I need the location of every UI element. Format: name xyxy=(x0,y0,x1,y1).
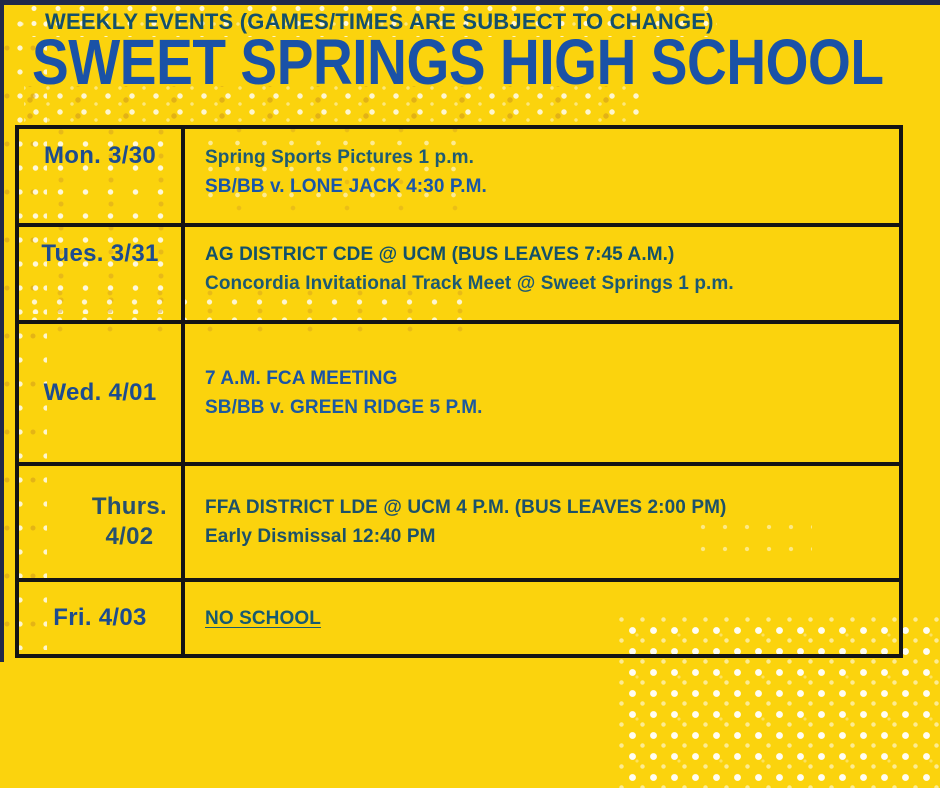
top-navy-bar xyxy=(0,0,940,5)
page-title: SWEET SPRINGS HIGH SCHOOL xyxy=(32,26,884,98)
day-cell: Tues. 3/31 xyxy=(19,227,185,320)
event-line: SB/BB v. GREEN RIDGE 5 P.M. xyxy=(205,397,483,418)
schedule-table: Mon. 3/30 Spring Sports Pictures 1 p.m. … xyxy=(15,125,903,658)
events-cell: NO SCHOOL xyxy=(185,582,899,654)
events-cell: Spring Sports Pictures 1 p.m. SB/BB v. L… xyxy=(185,129,899,223)
table-row-tuesday: Tues. 3/31 AG DISTRICT CDE @ UCM (BUS LE… xyxy=(19,227,899,324)
event-line: Early Dismissal 12:40 PM xyxy=(205,526,436,547)
table-row-friday: Fri. 4/03 NO SCHOOL xyxy=(19,582,899,654)
table-row-monday: Mon. 3/30 Spring Sports Pictures 1 p.m. … xyxy=(19,129,899,227)
events-cell: 7 A.M. FCA MEETING SB/BB v. GREEN RIDGE … xyxy=(185,324,899,462)
events-cell: AG DISTRICT CDE @ UCM (BUS LEAVES 7:45 A… xyxy=(185,227,899,320)
table-row-wednesday: Wed. 4/01 7 A.M. FCA MEETING SB/BB v. GR… xyxy=(19,324,899,466)
event-line: 7 A.M. FCA MEETING xyxy=(205,368,398,389)
event-line: FFA DISTRICT LDE @ UCM 4 P.M. (BUS LEAVE… xyxy=(205,497,727,518)
day-cell: Wed. 4/01 xyxy=(19,324,185,462)
day-cell: Mon. 3/30 xyxy=(19,129,185,223)
event-line: Concordia Invitational Track Meet @ Swee… xyxy=(205,273,734,294)
event-line: NO SCHOOL xyxy=(205,607,321,629)
event-line: Spring Sports Pictures 1 p.m. xyxy=(205,147,474,168)
left-navy-bar xyxy=(0,0,4,662)
events-cell: FFA DISTRICT LDE @ UCM 4 P.M. (BUS LEAVE… xyxy=(185,466,899,578)
event-line: AG DISTRICT CDE @ UCM (BUS LEAVES 7:45 A… xyxy=(205,244,675,265)
day-cell: Thurs. 4/02 xyxy=(19,466,185,578)
event-line: SB/BB v. LONE JACK 4:30 P.M. xyxy=(205,176,487,197)
table-row-thursday: Thurs. 4/02 FFA DISTRICT LDE @ UCM 4 P.M… xyxy=(19,466,899,582)
day-cell: Fri. 4/03 xyxy=(19,582,185,654)
